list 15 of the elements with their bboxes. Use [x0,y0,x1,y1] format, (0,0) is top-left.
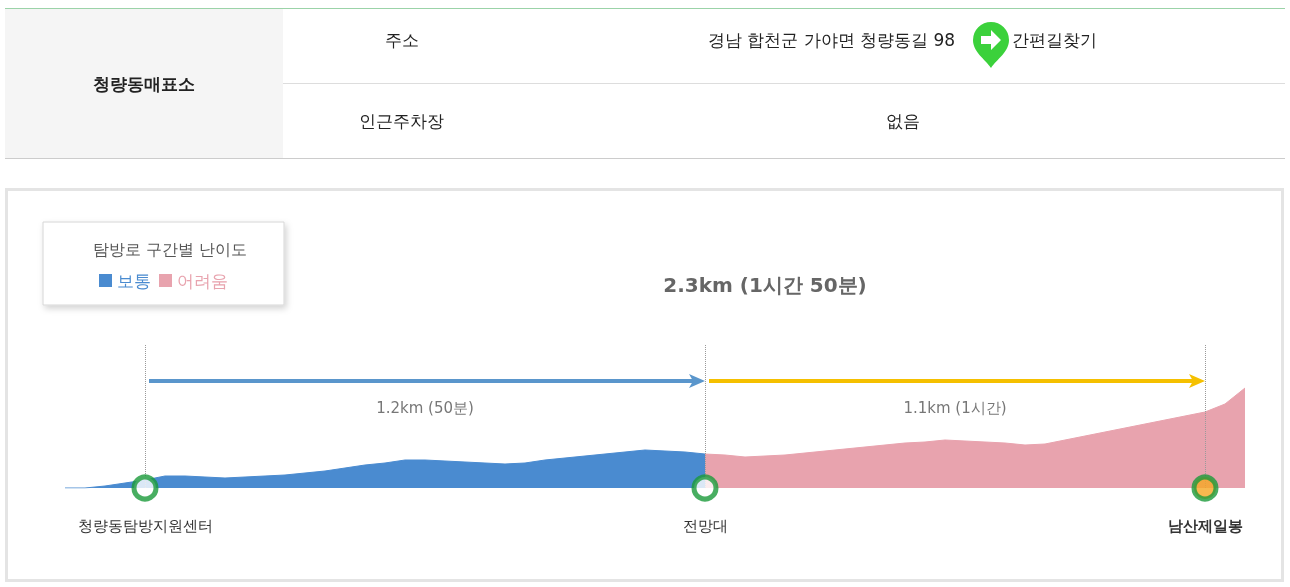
text: 없음 [884,110,921,133]
text: 경남 합천군 가야면 청량동길 98 [707,29,956,51]
x-tick-label: 전망대 [682,516,728,535]
legend-label: 보통 [117,270,151,291]
text: 인근주차장 [358,110,445,133]
text: 주소 [383,29,420,52]
x-tick-label: 청량동탐방지원센터 [77,516,213,535]
legend-label: 어려움 [177,270,228,291]
text: 청량동매표소 [5,9,283,158]
annotation: 1.1km (1시간) [903,399,1007,417]
legend-title: 탐방로 구간별 난이도 [92,239,248,259]
chart-title: 2.3km (1시간 50분) [663,273,867,297]
text: 간편길찾기 [1012,29,1098,51]
annotation: 1.2km (50분) [376,399,474,417]
x-tick-label: 남산제일봉 [1167,516,1243,535]
